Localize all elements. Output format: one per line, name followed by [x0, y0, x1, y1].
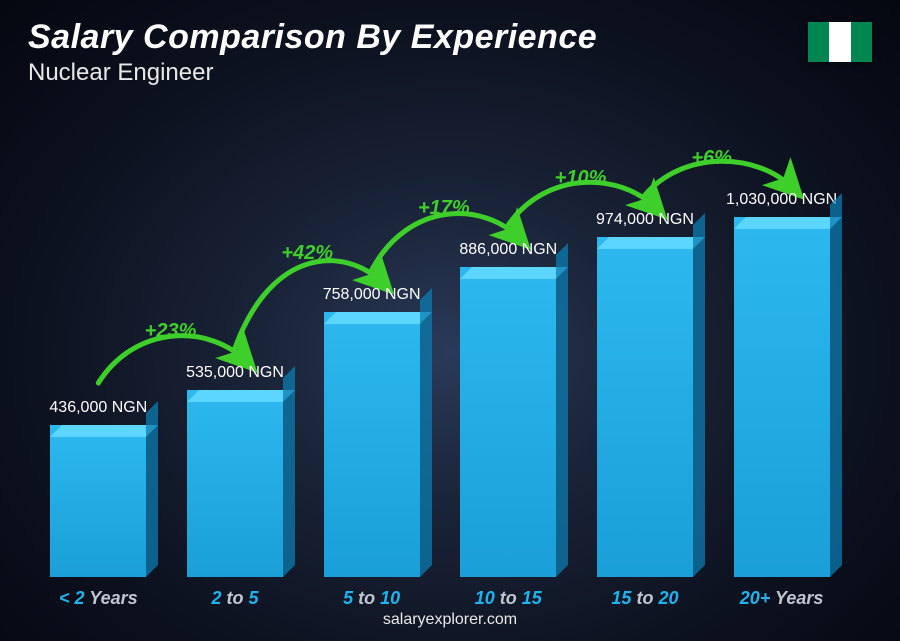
bar-slot: 535,000 NGN2 to 5: [173, 364, 297, 577]
bar-side: [693, 213, 705, 577]
bar-slot: 758,000 NGN5 to 10: [310, 286, 434, 577]
bar-top: [187, 390, 295, 402]
bar-top: [324, 312, 432, 324]
bar-value-label: 974,000 NGN: [596, 211, 694, 229]
bar: [324, 312, 420, 577]
bar-xlabel: 15 to 20: [575, 588, 715, 609]
bar-slot: 974,000 NGN15 to 20: [583, 211, 707, 577]
salary-chart: 436,000 NGN< 2 Years535,000 NGN2 to 5758…: [30, 97, 850, 577]
bar-value-label: 436,000 NGN: [49, 399, 147, 417]
bar-front: [597, 237, 693, 577]
bar: [187, 390, 283, 577]
bar-side: [283, 366, 295, 577]
bar-top: [734, 217, 842, 229]
increase-label: +10%: [555, 167, 607, 190]
header: Salary Comparison By Experience Nuclear …: [28, 18, 597, 87]
flag-nigeria: [808, 22, 872, 62]
bar: [50, 425, 146, 577]
flag-stripe-left: [808, 22, 829, 62]
bar-side: [556, 243, 568, 577]
bar-top: [50, 425, 158, 437]
flag-stripe-right: [851, 22, 872, 62]
bar-front: [460, 267, 556, 577]
bar-slot: 436,000 NGN< 2 Years: [36, 399, 160, 577]
bar-front: [50, 425, 146, 577]
bar-top: [460, 267, 568, 279]
bar-xlabel: 2 to 5: [165, 588, 305, 609]
increase-label: +42%: [281, 242, 333, 265]
bar-slot: 1,030,000 NGN20+ Years: [720, 191, 844, 577]
increase-label: +6%: [691, 147, 732, 170]
bar-side: [420, 288, 432, 577]
increase-label: +23%: [145, 320, 197, 343]
bar-xlabel: < 2 Years: [28, 588, 168, 609]
bar-xlabel: 10 to 15: [438, 588, 578, 609]
page-title: Salary Comparison By Experience: [28, 18, 597, 57]
bar-front: [187, 390, 283, 577]
bar: [734, 217, 830, 577]
bar-slot: 886,000 NGN10 to 15: [446, 241, 570, 577]
bar-value-label: 758,000 NGN: [323, 286, 421, 304]
bar-xlabel: 5 to 10: [302, 588, 442, 609]
bar-side: [830, 193, 842, 577]
bar-top: [597, 237, 705, 249]
bar-value-label: 1,030,000 NGN: [726, 191, 837, 209]
increase-label: +17%: [418, 197, 470, 220]
bar-side: [146, 401, 158, 577]
bar: [597, 237, 693, 577]
bar-front: [734, 217, 830, 577]
footer-credit: salaryexplorer.com: [0, 611, 900, 629]
bar-front: [324, 312, 420, 577]
flag-stripe-mid: [829, 22, 850, 62]
bar-xlabel: 20+ Years: [712, 588, 852, 609]
bar-value-label: 886,000 NGN: [459, 241, 557, 259]
bar-value-label: 535,000 NGN: [186, 364, 284, 382]
bar: [460, 267, 556, 577]
page-subtitle: Nuclear Engineer: [28, 59, 597, 87]
